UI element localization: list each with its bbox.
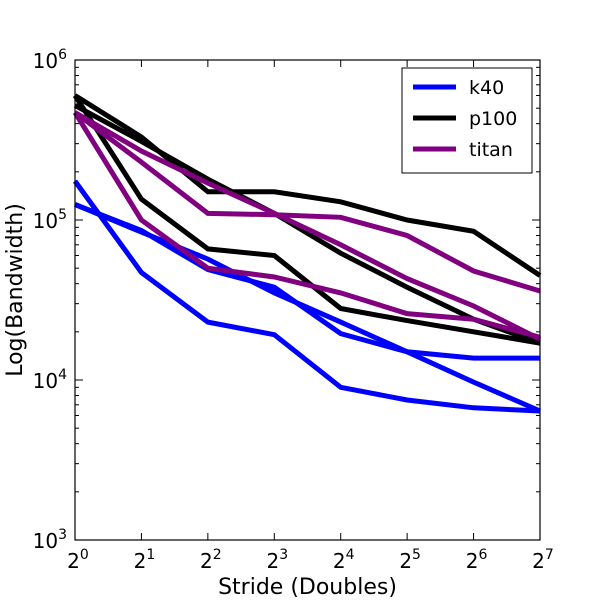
series-line-p100-6 <box>72 94 541 346</box>
y-tick-label: 104 <box>33 367 67 393</box>
x-tick-label: 20 <box>67 547 89 573</box>
x-tick-label: 22 <box>200 547 222 573</box>
x-tick-label: 27 <box>532 547 554 573</box>
series-line-k40-3 <box>72 179 541 414</box>
legend-label-p100: p100 <box>469 108 517 130</box>
y-tick-label: 106 <box>33 47 67 73</box>
series-line-titan-9 <box>72 111 541 340</box>
y-tick-label: 103 <box>33 527 67 553</box>
legend-label-k40: k40 <box>469 77 504 99</box>
y-axis-title: Log(Bandwidth) <box>3 203 28 377</box>
series-line-titan-8 <box>73 110 541 294</box>
x-tick-label: 21 <box>134 547 156 573</box>
y-tick-label: 105 <box>33 207 67 233</box>
x-tick-label: 23 <box>266 547 288 573</box>
series-line-k40-2 <box>74 202 540 361</box>
x-tick-label: 24 <box>333 547 355 573</box>
series-layer <box>72 93 542 414</box>
x-axis-title: Stride (Doubles) <box>218 575 397 600</box>
x-tick-label: 26 <box>466 547 488 573</box>
legend: k40 p100 titan <box>401 67 533 174</box>
plot-frame <box>74 59 541 541</box>
x-tick-label: 25 <box>399 547 421 573</box>
series-line-titan-7 <box>73 110 542 342</box>
series-line-p100-5 <box>73 93 542 278</box>
legend-label-titan: titan <box>469 139 513 161</box>
ticks-layer: 20 21 22 23 24 25 26 27 103 104 105 106 <box>33 47 554 573</box>
